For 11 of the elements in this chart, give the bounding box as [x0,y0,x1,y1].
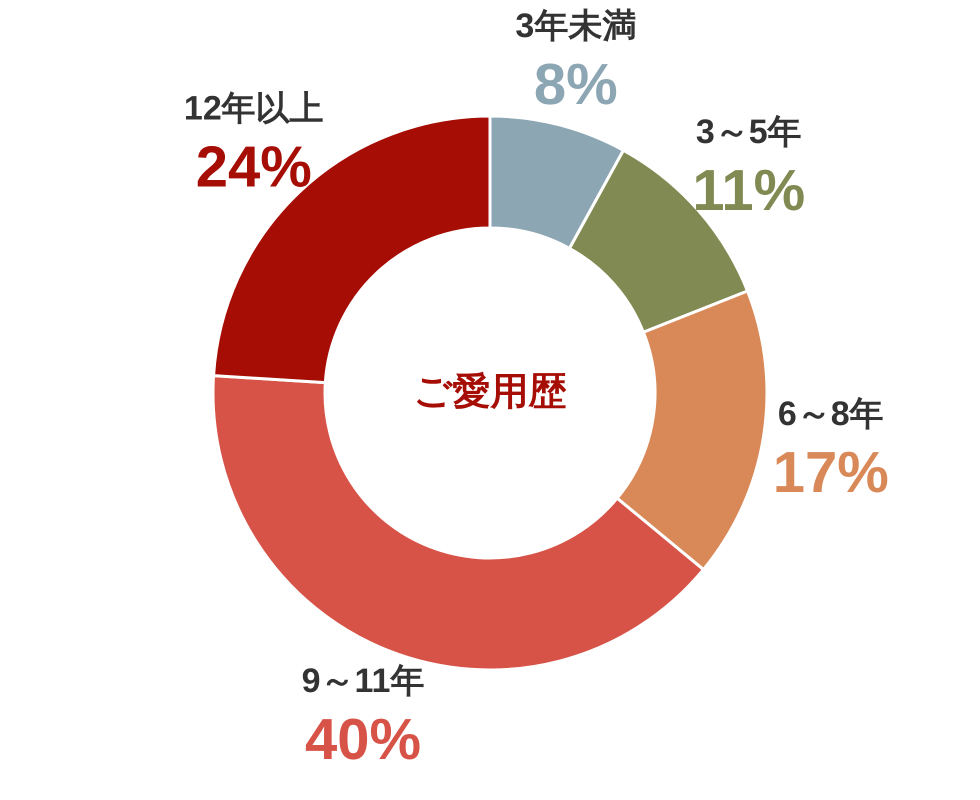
data-label: 11% [692,158,806,223]
slice-label: 3年未満 [515,6,636,45]
slice-label: 12年以上 [184,90,324,128]
data-label: 24% [196,134,312,200]
data-label: 40% [304,706,422,772]
slice-label: 6～8年 [778,394,884,433]
slice-label: 9～11年 [302,662,424,700]
slice-label: 3～5年 [696,112,802,151]
data-label: 17% [772,440,889,505]
text: ご愛用歴 [414,371,566,413]
data-label: 8% [534,52,618,117]
